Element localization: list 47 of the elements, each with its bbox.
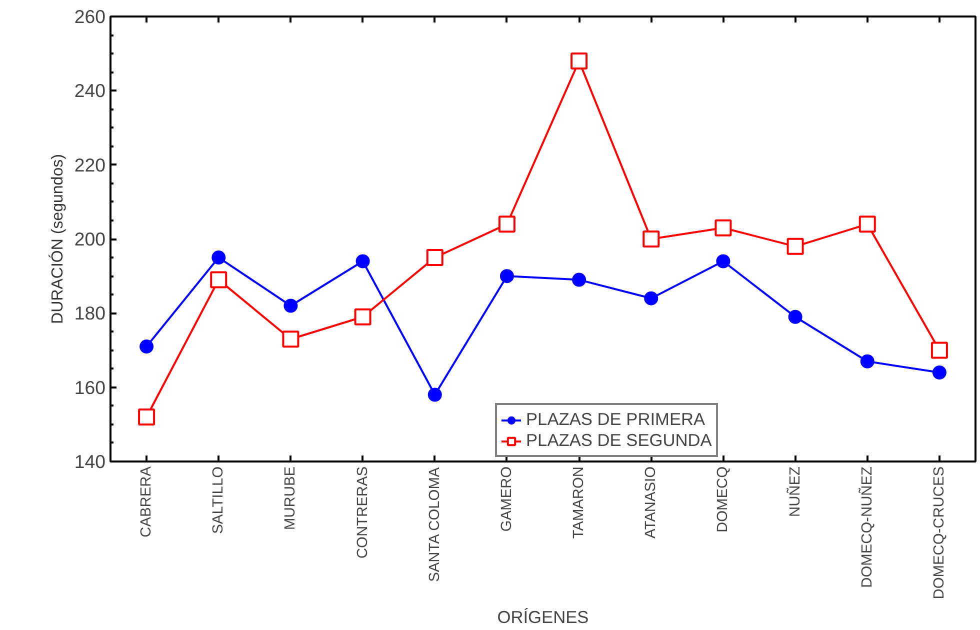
point [644,291,658,306]
point [210,271,228,288]
x-tick-label: DOMECQ-NUÑEZ [858,466,876,588]
point [858,216,876,233]
y-tick-label: 220 [74,154,106,176]
legend-label: PLAZAS DE SEGUNDA [526,430,712,451]
point [356,254,370,268]
x-tick-label: SALTILLO [210,466,227,534]
point [570,52,588,70]
point [932,366,946,380]
point [642,230,660,248]
x-tick-label: DOMECQ [715,466,732,532]
x-tick-label: ATANASIO [643,466,660,538]
x-tick-label: MURUBE [282,466,299,530]
point [498,216,516,233]
y-tick-label: 260 [74,6,106,27]
point [426,249,444,266]
point [716,254,730,268]
point [500,269,514,284]
y-tick-label: 140 [74,451,106,472]
x-tick-label: SANTA COLOMA [426,467,443,582]
legend-label: PLAZAS DE PRIMERA [526,409,706,430]
point [212,250,226,265]
point [786,238,804,255]
point [282,330,300,348]
x-tick-label: TAMARON [571,466,588,539]
y-tick-label: 200 [74,228,106,250]
point [138,408,156,426]
y-tick-label: 160 [74,376,106,398]
x-tick-label: CABRERA [138,466,155,538]
y-tick-label: 240 [74,80,106,102]
x-axis-title: ORÍGENES [497,607,589,628]
point [714,219,732,236]
y-tick-label: 180 [74,302,106,324]
y-axis-title: DURACIÓN (segundos) [48,154,66,324]
point [572,272,586,287]
x-tick-label: DOMECQ-CRUCES [931,466,948,600]
point [860,354,874,368]
point [354,308,372,326]
point [140,340,154,354]
point [428,388,442,402]
point [930,342,948,359]
x-tick-label: CONTRERAS [354,466,371,559]
point [788,310,802,324]
x-tick-label: GAMERO [498,466,515,532]
point [284,298,298,313]
x-tick-label: NUÑEZ [786,466,804,517]
